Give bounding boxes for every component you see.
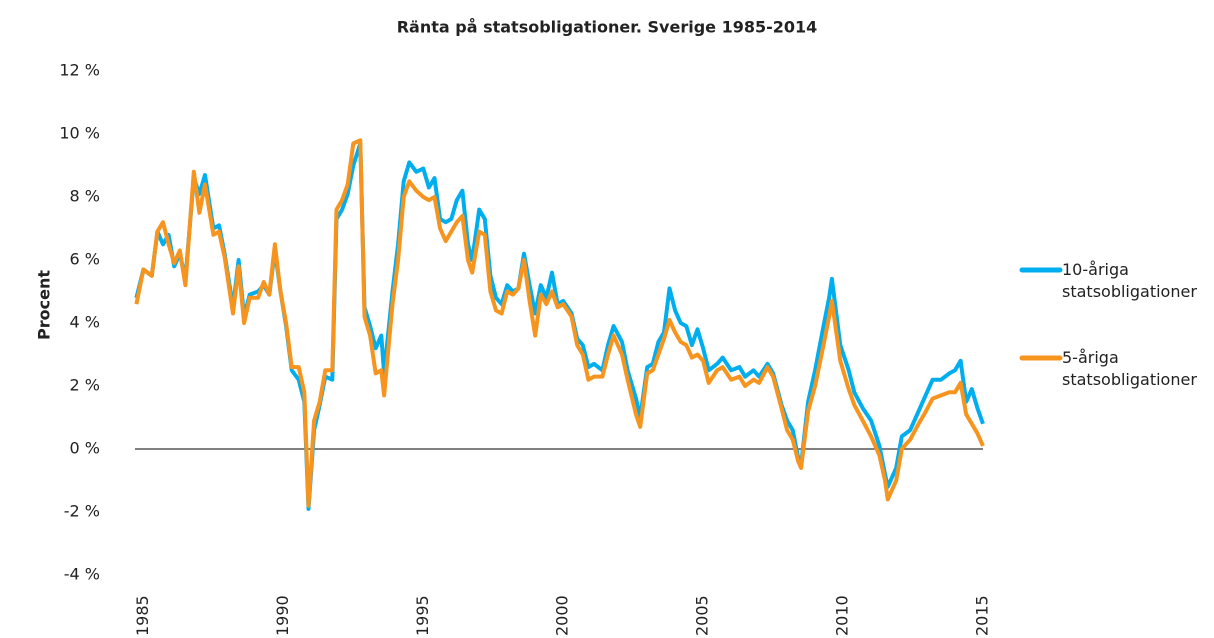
y-tick-label: -4 % — [64, 565, 100, 584]
legend-label: 5-åriga statsobligationer — [1062, 348, 1197, 389]
line-series — [134, 138, 985, 508]
y-tick-label: -2 % — [64, 502, 100, 521]
x-tick-label: 1990 — [273, 595, 292, 636]
legend-label: 10-åriga statsobligationer — [1062, 260, 1197, 301]
x-tick-label: 2010 — [833, 595, 852, 636]
x-tick-label: 2000 — [553, 595, 572, 636]
y-tick-label: 8 % — [70, 187, 100, 206]
y-tick-label: 4 % — [70, 313, 100, 332]
x-tick-label: 2005 — [693, 595, 712, 636]
y-axis-label: Procent — [35, 270, 54, 340]
y-tick-label: 0 % — [70, 439, 100, 458]
x-tick-label: 1985 — [133, 595, 152, 636]
y-tick-label: 2 % — [70, 376, 100, 395]
x-tick-label: 1995 — [413, 595, 432, 636]
line-series — [134, 141, 985, 511]
y-tick-label: 12 % — [59, 61, 100, 80]
y-tick-label: 6 % — [70, 250, 100, 269]
x-tick-label: 2015 — [973, 595, 992, 636]
y-tick-label: 10 % — [59, 124, 100, 143]
chart-title: Ränta på statsobligationer. Sverige 1985… — [397, 18, 818, 37]
